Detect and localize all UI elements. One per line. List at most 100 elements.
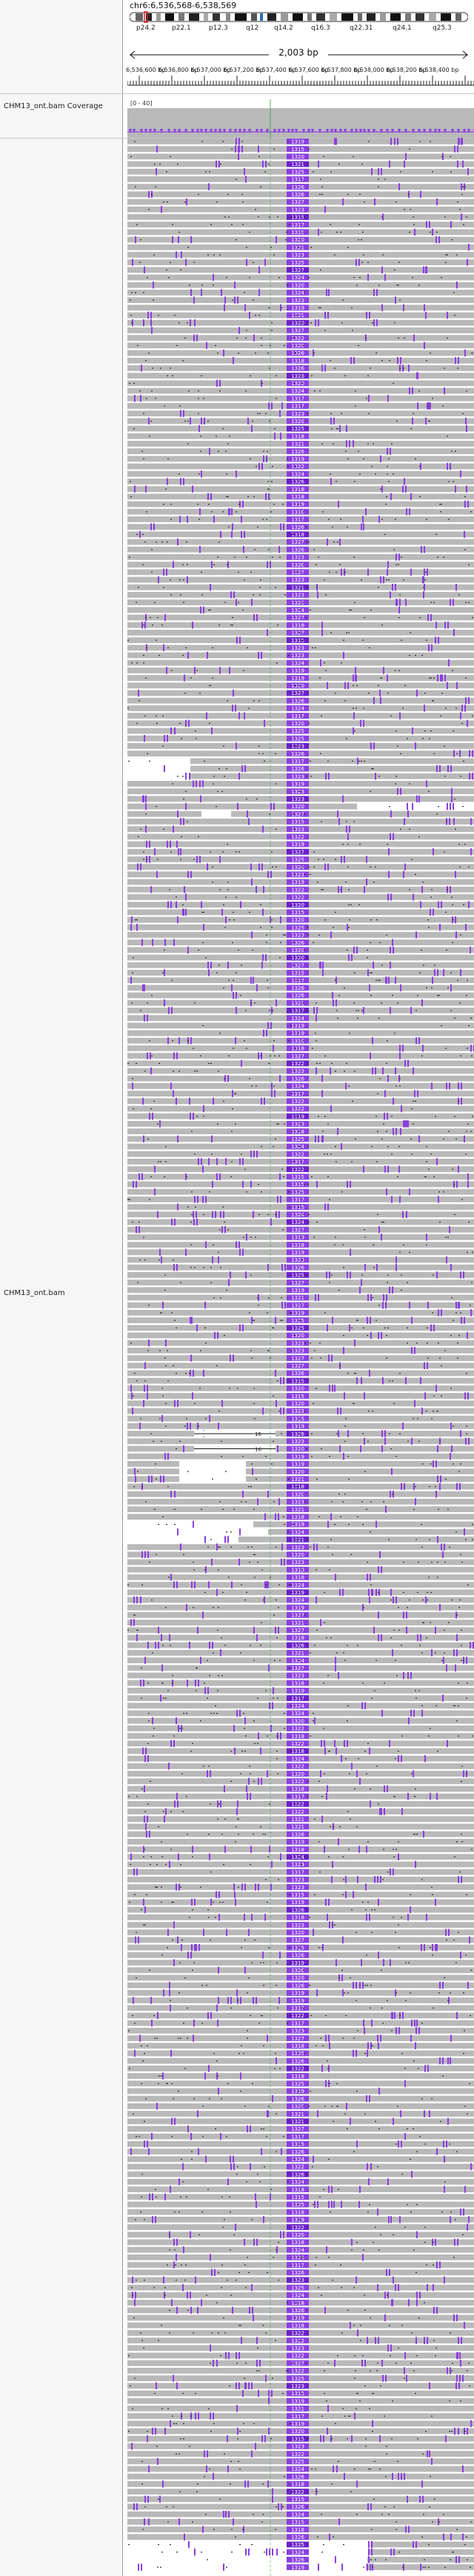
alignment-track-name[interactable]: CHM13_ont.bam — [4, 1289, 65, 1297]
deletion-mark — [304, 873, 305, 875]
insertion-marker — [199, 856, 201, 863]
insertion-size-label: 1326 — [291, 2308, 304, 2314]
deletion-mark — [207, 1909, 209, 1911]
deletion-mark — [185, 2264, 187, 2266]
insertion-marker — [435, 1626, 436, 1634]
deletion-mark — [183, 1713, 184, 1714]
insertion-marker — [283, 1407, 284, 1415]
alignment-track[interactable]: 1319131513201321132513171326132613271323… — [127, 138, 474, 2576]
insertion-marker — [426, 1234, 427, 1241]
insertion-marker — [267, 561, 268, 568]
deletion-mark — [276, 1758, 278, 1760]
deletion-mark — [291, 216, 293, 218]
deletion-mark — [196, 738, 197, 739]
insertion-block — [287, 894, 309, 900]
read-row: 1321 — [127, 160, 474, 168]
insertion-marker — [378, 1898, 379, 1906]
deletion-mark — [151, 390, 153, 392]
deletion-mark — [375, 473, 376, 475]
insertion-size-label: 1322 — [291, 1802, 304, 1808]
insertion-marker — [383, 1959, 384, 1966]
deletion-mark — [367, 1743, 369, 1744]
insertion-marker — [466, 1657, 467, 1664]
insertion-size-label: 1317 — [291, 978, 304, 984]
insertion-marker — [256, 1151, 258, 1158]
deletion-mark — [393, 382, 394, 384]
insertion-marker — [220, 2133, 221, 2140]
insertion-marker — [141, 622, 143, 629]
insertion-block — [287, 1302, 309, 1308]
deletion-mark — [466, 1373, 467, 1374]
insertion-marker — [324, 2306, 326, 2314]
deletion-mark — [307, 1146, 309, 1148]
deletion-mark — [445, 1478, 447, 1480]
insertion-marker — [424, 2337, 425, 2344]
insertion-block — [287, 1937, 309, 1943]
deletion-mark — [447, 337, 448, 339]
deletion-mark — [326, 1637, 327, 1639]
deletion-mark — [261, 382, 263, 384]
insertion-block — [287, 479, 309, 485]
deletion-mark — [409, 655, 410, 656]
read-row: 1324 — [127, 1014, 474, 1022]
deletion-mark — [221, 1456, 222, 1457]
insertion-size-label: 1326 — [291, 373, 304, 379]
insertion-marker — [336, 1959, 337, 1966]
deletion-mark — [231, 1131, 233, 1132]
insertion-block — [287, 2171, 309, 2177]
deletion-mark — [325, 2015, 327, 2017]
insertion-marker — [458, 1302, 459, 1309]
deletion-mark — [251, 2219, 253, 2220]
insertion-block — [287, 1763, 309, 1769]
insertion-marker — [461, 183, 462, 190]
deletion-mark — [158, 655, 160, 656]
ruler[interactable] — [127, 65, 474, 86]
deletion-mark — [288, 1796, 290, 1797]
chromosome-ideogram[interactable] — [130, 11, 468, 23]
deletion-mark — [139, 262, 141, 263]
insertion-marker — [320, 1619, 321, 1626]
insertion-marker — [447, 682, 448, 689]
deletion-mark — [330, 2211, 331, 2213]
insertion-block — [287, 2322, 309, 2329]
deletion-mark — [253, 1780, 255, 1782]
deletion-mark — [219, 1229, 221, 1231]
insertion-marker — [337, 811, 338, 818]
insertion-marker — [147, 1815, 148, 1823]
deletion-mark — [213, 284, 214, 286]
read-row: 1327 — [127, 848, 474, 856]
insertion-marker — [344, 682, 346, 689]
deletion-mark — [267, 2272, 268, 2273]
insertion-marker — [262, 825, 264, 833]
insertion-marker — [130, 976, 132, 984]
insertion-marker — [317, 2200, 318, 2209]
insertion-marker — [230, 591, 232, 599]
insertion-marker — [142, 1747, 144, 1755]
insertion-size-label: 1317 — [291, 1794, 304, 1800]
deletion-mark — [346, 632, 347, 633]
insertion-marker — [313, 1928, 314, 1936]
insertion-marker — [241, 145, 243, 153]
insertion-marker — [464, 1528, 465, 1536]
insertion-block — [287, 2239, 309, 2246]
deletion-mark — [213, 1652, 214, 1654]
coverage-track[interactable] — [127, 99, 474, 138]
deletion-mark — [461, 1765, 463, 1767]
deletion-mark — [244, 2264, 246, 2266]
coverage-track-name[interactable]: CHM13_ont.bam Coverage — [4, 102, 103, 110]
deletion-mark — [441, 1395, 442, 1397]
deletion-mark — [461, 1841, 463, 1843]
read-row: 1325 — [127, 259, 474, 266]
insertion-size-label: 1318 — [291, 1915, 304, 1921]
read-row: 1315 — [127, 1944, 474, 1951]
insertion-marker — [150, 319, 152, 327]
insertion-marker — [402, 1045, 404, 1052]
insertion-marker — [445, 1928, 447, 1936]
insertion-size-label: 1324 — [291, 865, 304, 871]
deletion-mark — [325, 594, 327, 596]
insertion-marker — [370, 1574, 371, 1581]
insertion-marker — [431, 1649, 433, 1657]
insertion-marker — [212, 1642, 213, 1649]
deletion-mark — [155, 398, 156, 399]
insertion-marker — [163, 568, 164, 576]
